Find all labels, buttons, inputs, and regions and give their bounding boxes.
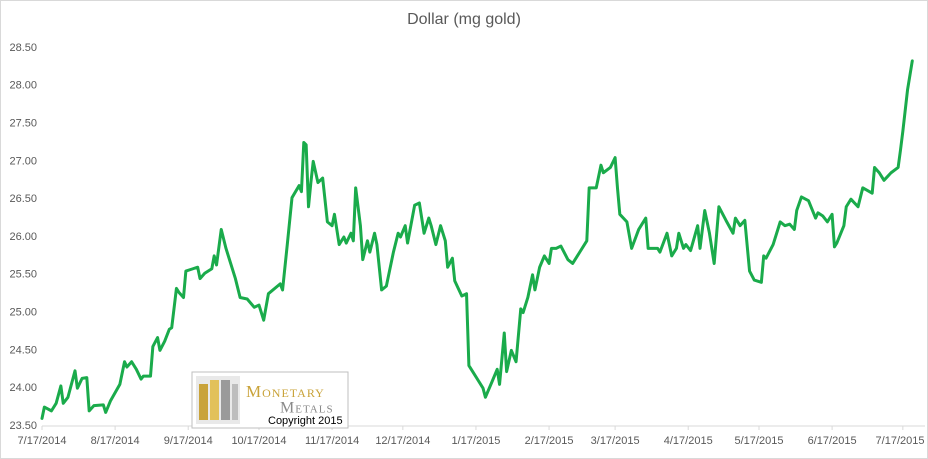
plot-area: 23.50 24.00 24.50 25.00 25.50 26.00 26.50 27.00… bbox=[9, 42, 924, 447]
y-tick-label: 25.50 bbox=[9, 269, 37, 281]
x-tick-label: 11/17/2014 bbox=[305, 435, 359, 447]
x-tick-label: 7/17/2014 bbox=[18, 435, 67, 447]
y-tick-label: 26.00 bbox=[9, 231, 37, 243]
logo-bar bbox=[199, 384, 208, 420]
logo-bar bbox=[210, 380, 219, 420]
logo-bar bbox=[221, 380, 230, 420]
copyright: Copyright 2015 bbox=[268, 415, 343, 427]
x-tick-label: 8/17/2014 bbox=[91, 435, 140, 447]
x-tick-label: 7/17/2015 bbox=[876, 435, 925, 447]
x-tick-label: 2/17/2015 bbox=[525, 435, 574, 447]
y-tick-label: 24.50 bbox=[9, 344, 37, 356]
x-tick-label: 4/17/2015 bbox=[664, 435, 713, 447]
x-tick-label: 10/17/2014 bbox=[231, 435, 286, 447]
y-tick-label: 23.50 bbox=[9, 420, 37, 432]
x-tick-label: 6/17/2015 bbox=[808, 435, 857, 447]
y-tick-label: 28.00 bbox=[9, 80, 37, 92]
logo-bar bbox=[232, 384, 238, 420]
y-tick-label: 27.00 bbox=[9, 155, 37, 167]
y-tick-label: 24.00 bbox=[9, 382, 37, 394]
y-tick-label: 25.00 bbox=[9, 307, 37, 319]
logo-text: Monetary bbox=[246, 382, 325, 401]
logo-text: Metals bbox=[280, 400, 334, 417]
logo: Monetary Metals Copyright 2015 bbox=[191, 371, 349, 429]
chart-title: Dollar (mg gold) bbox=[407, 11, 521, 28]
x-tick-label: 12/17/2014 bbox=[375, 435, 430, 447]
y-tick-label: 27.50 bbox=[9, 118, 37, 130]
x-tick-label: 1/17/2015 bbox=[451, 435, 500, 447]
data-line bbox=[40, 59, 914, 420]
x-tick-label: 3/17/2015 bbox=[591, 435, 640, 447]
x-tick-label: 5/17/2015 bbox=[735, 435, 784, 447]
y-tick-label: 28.50 bbox=[9, 42, 37, 54]
y-tick-label: 26.50 bbox=[9, 193, 37, 205]
x-tick-label: 9/17/2014 bbox=[164, 435, 213, 447]
